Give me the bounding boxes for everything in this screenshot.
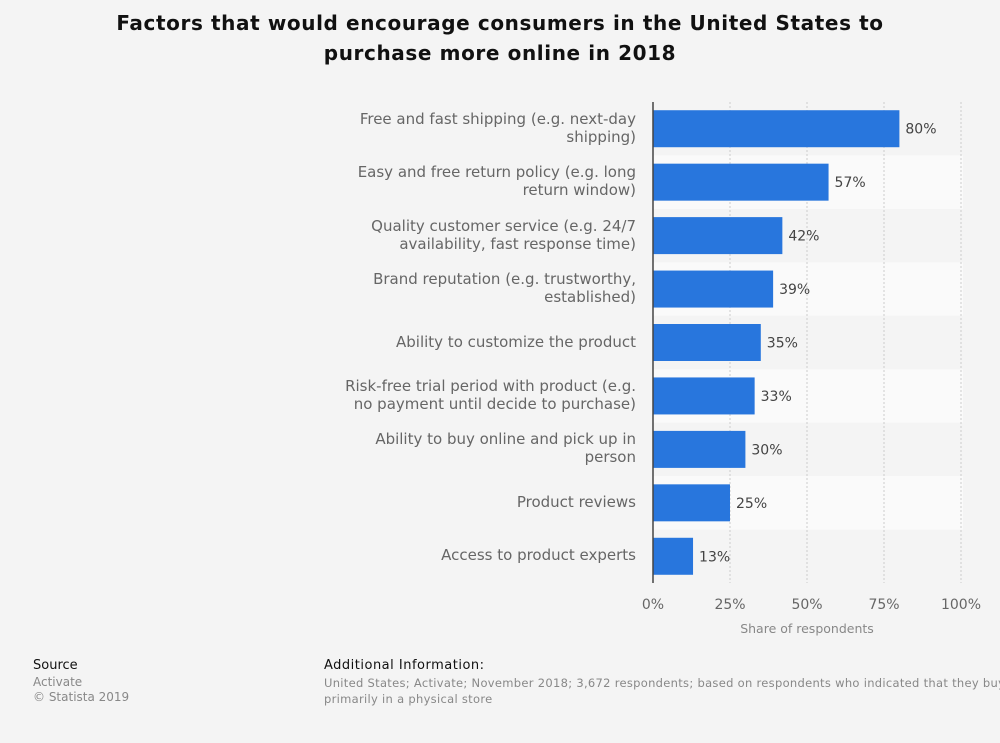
bar [653,110,900,148]
category-label: Quality customer service (e.g. 24/7 avai… [371,216,636,253]
copyright: © Statista 2019 [33,690,130,704]
data-label: 13% [699,549,730,565]
category-label: Access to product experts [441,546,636,565]
bar [653,377,755,415]
data-label: 80% [905,122,936,138]
category-label: Free and fast shipping (e.g. next-day sh… [359,109,636,146]
x-tick-label: 75% [868,597,899,613]
category-label: Ability to buy online and pick up in per… [375,430,636,467]
source-text: Activate [33,675,83,689]
data-label: 57% [835,175,866,191]
category-label: Risk-free trial period with product (e.g… [345,376,636,413]
bar [653,324,761,361]
bar [653,430,746,468]
data-label: 33% [761,389,792,405]
data-label: 25% [736,496,767,512]
category-label: Easy and free return policy (e.g. long r… [357,163,636,200]
bar [653,270,774,308]
category-label: Brand reputation (e.g. trustworthy, esta… [373,270,636,307]
x-tick-label: 100% [941,597,981,613]
bar [653,217,783,255]
data-label: 42% [788,229,819,245]
chart-title: Factors that would encourage consumers i… [116,11,884,65]
x-tick-label: 50% [791,597,822,613]
source-heading: Source [33,658,78,673]
additional-info-heading: Additional Information: [324,658,485,673]
data-label: 39% [779,282,810,298]
bar [653,484,730,522]
x-tick-label: 25% [714,597,745,613]
bar [653,537,694,575]
data-label: 35% [767,336,798,352]
additional-info-text: United States; Activate; November 2018; … [324,676,1000,706]
x-tick-label: 0% [642,597,664,613]
data-label: 30% [751,442,782,458]
category-label: Product reviews [516,492,636,511]
bar [653,163,829,201]
x-axis-title: Share of respondents [740,621,874,636]
category-label: Ability to customize the product [396,332,636,351]
